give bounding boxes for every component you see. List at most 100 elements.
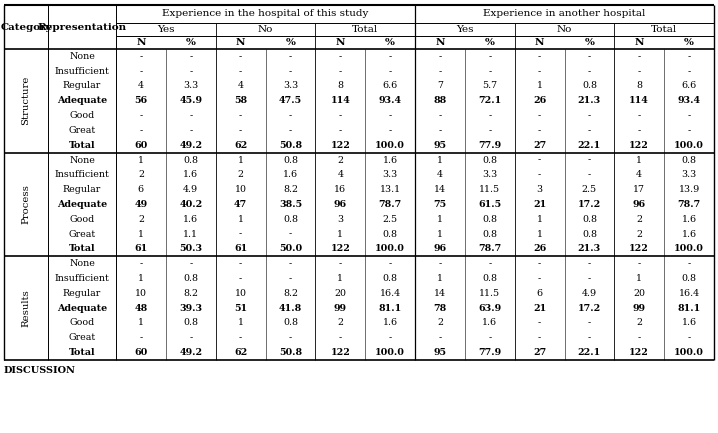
Text: 21.3: 21.3: [578, 96, 601, 105]
Text: N: N: [136, 38, 146, 47]
Text: 41.8: 41.8: [279, 304, 302, 313]
Text: -: -: [687, 52, 691, 61]
Text: 60: 60: [134, 141, 147, 150]
Text: -: -: [588, 318, 591, 327]
Text: -: -: [538, 111, 541, 120]
Text: -: -: [388, 52, 392, 61]
Text: 0.8: 0.8: [582, 229, 597, 239]
Text: 4: 4: [636, 170, 642, 179]
Text: 45.9: 45.9: [180, 96, 202, 105]
Text: 81.1: 81.1: [378, 304, 401, 313]
Text: 72.1: 72.1: [478, 96, 501, 105]
Text: 1: 1: [138, 155, 144, 165]
Text: 0.8: 0.8: [183, 318, 198, 327]
Text: 1: 1: [536, 215, 543, 224]
Text: Great: Great: [68, 229, 95, 239]
Text: -: -: [538, 318, 541, 327]
Text: 2: 2: [238, 170, 243, 179]
Text: -: -: [189, 333, 192, 342]
Text: 3.3: 3.3: [383, 170, 398, 179]
Text: 100.0: 100.0: [375, 141, 405, 150]
Text: 2: 2: [437, 318, 443, 327]
Text: Insufficient: Insufficient: [55, 67, 109, 76]
Text: 0.8: 0.8: [383, 274, 398, 283]
Text: Adequate: Adequate: [57, 96, 107, 105]
Text: 2: 2: [337, 155, 343, 165]
Text: 13.9: 13.9: [679, 185, 700, 194]
Text: -: -: [239, 126, 242, 135]
Text: 2: 2: [636, 318, 642, 327]
Text: N: N: [535, 38, 544, 47]
Text: 88: 88: [433, 96, 447, 105]
Text: -: -: [388, 333, 392, 342]
Text: 26: 26: [533, 96, 546, 105]
Text: Experience in another hospital: Experience in another hospital: [483, 10, 645, 19]
Text: -: -: [538, 274, 541, 283]
Text: -: -: [638, 126, 641, 135]
Text: 17.2: 17.2: [578, 200, 601, 209]
Text: 6: 6: [138, 185, 144, 194]
Text: 50.3: 50.3: [180, 244, 202, 253]
Text: 50.8: 50.8: [279, 348, 302, 357]
Text: No: No: [258, 25, 273, 34]
Text: 114: 114: [330, 96, 350, 105]
Text: 14: 14: [434, 289, 446, 298]
Text: -: -: [339, 52, 342, 61]
Text: 39.3: 39.3: [180, 304, 202, 313]
Text: 20: 20: [335, 289, 346, 298]
Text: 62: 62: [234, 348, 247, 357]
Text: -: -: [588, 259, 591, 268]
Text: 1: 1: [437, 274, 443, 283]
Text: 6.6: 6.6: [383, 81, 398, 90]
Text: -: -: [488, 52, 491, 61]
Text: 0.8: 0.8: [582, 81, 597, 90]
Text: Results: Results: [22, 289, 30, 327]
Text: 3.3: 3.3: [183, 81, 198, 90]
Text: 48: 48: [134, 304, 147, 313]
Text: 0.8: 0.8: [482, 155, 498, 165]
Text: -: -: [388, 111, 392, 120]
Text: 1: 1: [337, 229, 343, 239]
Text: 95: 95: [434, 348, 447, 357]
Text: 1: 1: [238, 155, 243, 165]
Text: %: %: [286, 38, 295, 47]
Text: 50.0: 50.0: [279, 244, 302, 253]
Text: 77.9: 77.9: [478, 141, 501, 150]
Text: 21: 21: [533, 200, 546, 209]
Text: -: -: [488, 259, 491, 268]
Text: Adequate: Adequate: [57, 304, 107, 313]
Text: %: %: [385, 38, 395, 47]
Text: -: -: [239, 52, 242, 61]
Text: Yes: Yes: [157, 25, 174, 34]
Text: 49.2: 49.2: [180, 348, 202, 357]
Text: N: N: [435, 38, 444, 47]
Text: 0.8: 0.8: [482, 274, 498, 283]
Text: -: -: [538, 67, 541, 76]
Text: -: -: [588, 111, 591, 120]
Text: 93.4: 93.4: [678, 96, 701, 105]
Text: 56: 56: [134, 96, 147, 105]
Text: 40.2: 40.2: [179, 200, 202, 209]
Text: -: -: [139, 111, 143, 120]
Text: -: -: [488, 67, 491, 76]
Text: 27: 27: [533, 348, 546, 357]
Text: 100.0: 100.0: [674, 141, 704, 150]
Text: -: -: [438, 126, 442, 135]
Text: 6: 6: [536, 289, 543, 298]
Text: 1.6: 1.6: [283, 170, 298, 179]
Text: Process: Process: [22, 184, 30, 224]
Text: -: -: [289, 111, 292, 120]
Text: 78.7: 78.7: [378, 200, 401, 209]
Text: 100.0: 100.0: [674, 348, 704, 357]
Text: 2: 2: [636, 215, 642, 224]
Text: 0.8: 0.8: [183, 155, 198, 165]
Text: -: -: [189, 126, 192, 135]
Text: -: -: [638, 52, 641, 61]
Text: None: None: [69, 155, 95, 165]
Text: -: -: [189, 111, 192, 120]
Text: 7: 7: [437, 81, 443, 90]
Text: -: -: [488, 111, 491, 120]
Text: -: -: [588, 67, 591, 76]
Text: %: %: [186, 38, 196, 47]
Text: 47: 47: [234, 200, 247, 209]
